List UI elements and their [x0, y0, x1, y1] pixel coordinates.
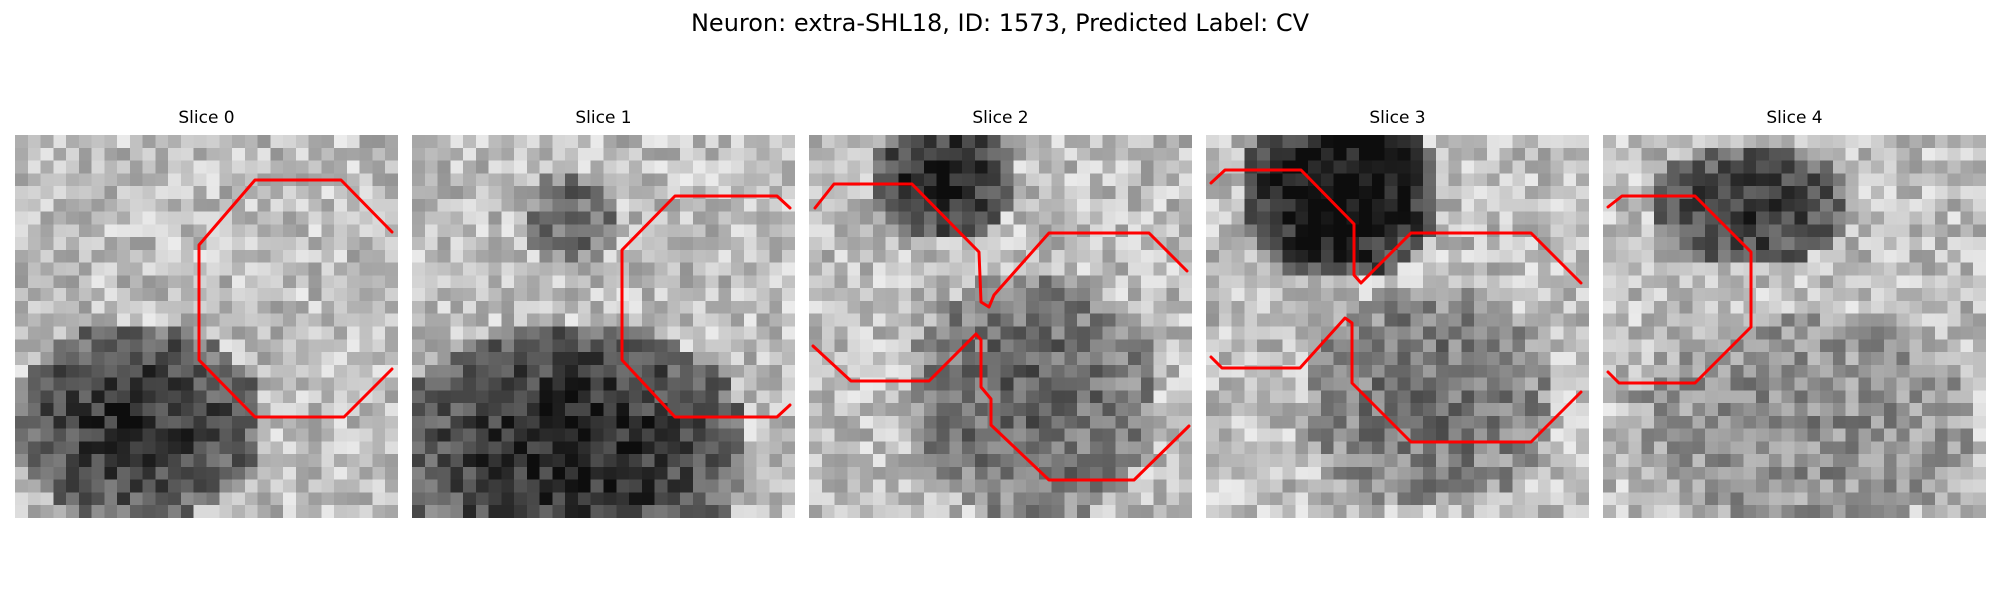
slice-panel-0: Slice 0: [15, 108, 398, 518]
contour-line: [813, 182, 1189, 309]
slice-image: [809, 135, 1192, 518]
slice-title: Slice 2: [972, 108, 1029, 128]
contour-overlay: [1606, 194, 1753, 385]
slice-title: Slice 1: [575, 108, 632, 128]
slice-title: Slice 4: [1766, 108, 1823, 128]
slice-title: Slice 3: [1369, 108, 1426, 128]
slice-image: [1603, 135, 1986, 518]
contour-overlay: [197, 178, 394, 419]
contour-overlay: [1209, 168, 1583, 444]
contour-overlay: [811, 182, 1191, 482]
slice-image: [412, 135, 795, 518]
slice-image: [15, 135, 398, 518]
slice-panel-4: Slice 4: [1603, 108, 1986, 518]
figure-title: Neuron: extra-SHL18, ID: 1573, Predicted…: [690, 9, 1310, 37]
grayscale-image: [809, 135, 1192, 518]
slice-panel-2: Slice 2: [809, 108, 1192, 518]
contour-line: [811, 332, 1191, 482]
grayscale-image: [15, 135, 398, 518]
contour-overlay: [620, 194, 792, 419]
grayscale-image: [412, 135, 795, 518]
contour-line: [1209, 316, 1583, 444]
contour-line: [197, 178, 394, 419]
slice-panel-3: Slice 3: [1206, 108, 1589, 518]
contour-line: [1606, 194, 1753, 385]
contour-line: [620, 194, 792, 419]
grayscale-image: [1603, 135, 1986, 518]
contour-line: [1209, 168, 1583, 285]
slice-image: [1206, 135, 1589, 518]
slice-title: Slice 0: [178, 108, 235, 128]
slice-panel-1: Slice 1: [412, 108, 795, 518]
grayscale-image: [1206, 135, 1589, 518]
